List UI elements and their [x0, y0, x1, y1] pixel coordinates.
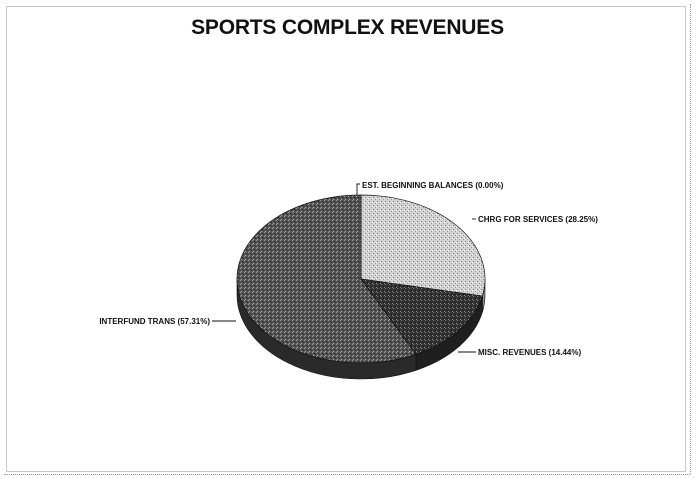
- pie-slice-interfund-trans: [236, 194, 417, 364]
- chart-title: SPORTS COMPLEX REVENUES: [191, 16, 504, 39]
- slice-label-est-beginning-balances: EST. BEGINNING BALANCES (0.00%): [362, 181, 504, 190]
- pie-slice-misc-revenues: [360, 278, 483, 355]
- chart-frame: [6, 6, 686, 472]
- leader-line-est-beginning-balances: [356, 183, 360, 195]
- pie-slice-chrg-for-services: [360, 194, 486, 297]
- slice-label-chrg-for-services: CHRG FOR SERVICES (28.25%): [478, 215, 598, 224]
- frame-bottom-edge: [4, 473, 690, 475]
- frame-right-edge: [689, 4, 691, 474]
- slice-label-interfund-trans: INTERFUND TRANS (57.31%): [99, 317, 210, 326]
- slice-label-misc-revenues: MISC. REVENUES (14.44%): [478, 348, 581, 357]
